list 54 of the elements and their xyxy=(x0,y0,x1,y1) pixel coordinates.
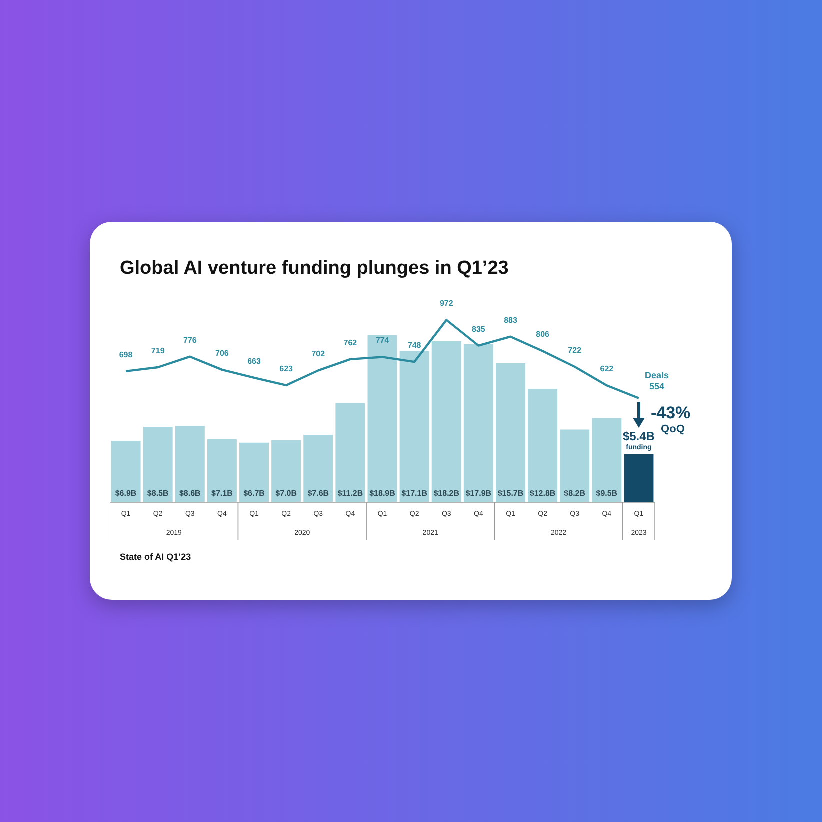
bar xyxy=(240,442,270,502)
data-label: $7.6B xyxy=(308,489,330,498)
bar xyxy=(272,440,302,502)
bar xyxy=(336,403,366,502)
data-label: 719 xyxy=(151,346,166,356)
bar xyxy=(592,418,622,502)
data-label: $6.9B xyxy=(115,489,137,498)
data-label: $17.9B xyxy=(466,489,492,498)
bar xyxy=(207,439,237,502)
bar xyxy=(528,389,558,502)
bar xyxy=(496,364,526,502)
data-label: $8.6B xyxy=(179,489,202,498)
bar xyxy=(111,441,141,502)
bar xyxy=(560,430,590,502)
data-label: 623 xyxy=(280,364,294,374)
data-label: $11.2B xyxy=(338,489,364,498)
bar xyxy=(175,426,205,502)
data-label: 835 xyxy=(472,324,486,334)
data-label: 554 xyxy=(649,381,664,392)
data-label: 748 xyxy=(408,341,422,350)
data-label: 762 xyxy=(344,338,358,348)
data-label: $17.1B xyxy=(402,489,428,498)
bar xyxy=(432,342,462,502)
data-label: 806 xyxy=(536,330,550,340)
data-label: 883 xyxy=(504,316,518,325)
data-label: 722 xyxy=(568,346,582,355)
chart-title: Global AI venture funding plunges in Q1’23 xyxy=(120,258,509,280)
data-label: $12.8B xyxy=(530,489,556,498)
text: State of AI Q1’23 xyxy=(120,552,192,562)
data-label: $8.5B xyxy=(147,489,169,498)
bar xyxy=(143,427,173,502)
data-label: $6.7B xyxy=(244,489,266,498)
data-label: $18.2B xyxy=(434,489,460,498)
text: Deals xyxy=(644,370,669,380)
data-label: 774 xyxy=(376,336,390,346)
data-label: 776 xyxy=(183,336,198,345)
data-label: $5.4B xyxy=(622,429,656,444)
bar xyxy=(400,351,430,502)
data-label: 663 xyxy=(248,356,262,366)
data-label: $15.7B xyxy=(498,489,524,498)
data-label: $8.2B xyxy=(564,489,586,498)
data-label: $9.5B xyxy=(596,489,618,498)
bar xyxy=(464,344,494,502)
bar xyxy=(304,434,334,502)
data-label: $7.0B xyxy=(276,489,298,498)
bar xyxy=(368,335,398,502)
data-label: 972 xyxy=(440,299,454,308)
bar xyxy=(624,454,654,502)
data-label: $18.9B xyxy=(370,489,396,498)
data-label: 706 xyxy=(216,348,230,358)
data-label: 698 xyxy=(119,350,134,360)
data-label: $7.1B xyxy=(212,489,234,498)
data-label: 702 xyxy=(312,350,326,359)
data-label: 622 xyxy=(600,364,614,374)
